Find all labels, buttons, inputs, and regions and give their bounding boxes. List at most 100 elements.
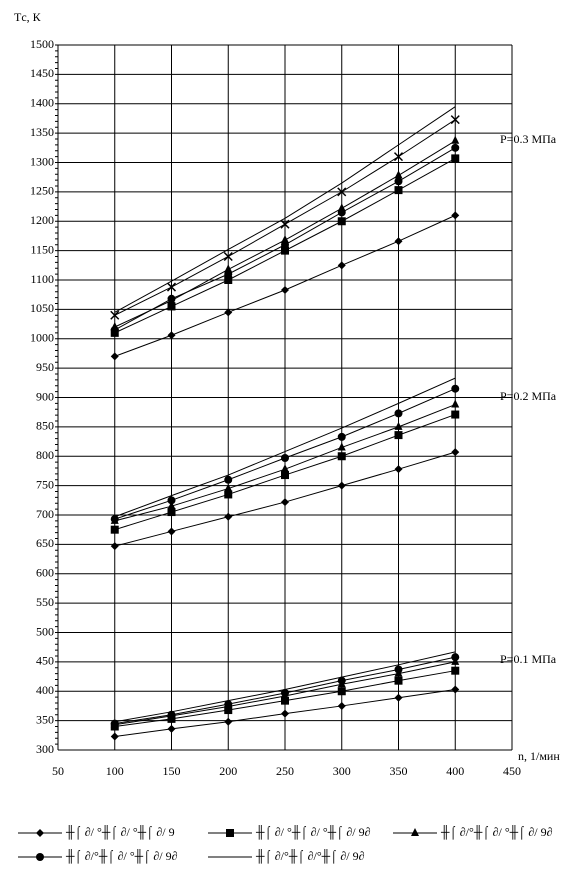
y-tick-label: 600	[36, 566, 54, 580]
marker	[337, 432, 346, 441]
x-axis-label: n, 1/мин	[518, 749, 560, 763]
x-tick-label: 200	[219, 764, 237, 778]
marker	[281, 285, 289, 294]
marker	[337, 701, 346, 710]
annotation: P=0.3 МПа	[500, 132, 557, 146]
marker	[337, 481, 346, 490]
marker	[281, 689, 289, 698]
legend-marker	[226, 829, 234, 837]
marker	[281, 246, 289, 255]
marker	[110, 515, 119, 524]
marker	[337, 452, 346, 461]
y-tick-label: 550	[36, 595, 54, 609]
marker	[394, 186, 403, 195]
x-tick-label: 50	[52, 764, 64, 778]
y-tick-label: 1050	[30, 301, 54, 315]
marker	[280, 219, 290, 229]
marker	[394, 237, 403, 246]
marker	[451, 666, 460, 675]
marker	[281, 696, 289, 705]
y-tick-label: 1100	[30, 272, 54, 286]
marker	[281, 471, 289, 480]
marker	[224, 276, 233, 284]
marker	[224, 308, 233, 317]
marker	[337, 187, 347, 197]
marker	[224, 717, 233, 726]
marker	[337, 261, 346, 270]
marker	[167, 302, 176, 311]
marker	[110, 310, 120, 320]
marker	[224, 512, 233, 521]
series-line	[114, 106, 456, 313]
marker	[224, 700, 233, 709]
marker	[451, 211, 460, 220]
marker	[394, 421, 403, 430]
y-tick-label: 500	[36, 624, 54, 638]
marker	[110, 542, 119, 551]
annotation: P=0.1 МПа	[500, 652, 557, 666]
marker	[167, 710, 176, 719]
y-tick-label: 350	[36, 712, 54, 726]
marker	[451, 685, 460, 694]
marker	[223, 251, 233, 262]
legend-label: ╫⌠ ∂/°╫⌠ ∂/ °╫⌠ ∂/ 9∂	[440, 825, 553, 840]
legend-label: ╫⌠ ∂/°╫⌠ ∂/ °╫⌠ ∂/ 9∂	[65, 849, 178, 864]
y-tick-label: 800	[36, 448, 54, 462]
marker	[281, 454, 289, 463]
marker	[281, 240, 289, 249]
y-tick-label: 1500	[30, 37, 54, 51]
y-tick-label: 900	[36, 389, 54, 403]
marker	[394, 693, 403, 702]
marker	[167, 501, 176, 510]
marker	[224, 270, 233, 279]
legend-label: ╫⌠ ∂/ °╫⌠ ∂/ °╫⌠ ∂/ 9	[65, 825, 175, 840]
y-tick-label: 400	[36, 683, 54, 697]
x-tick-label: 350	[390, 764, 408, 778]
marker	[166, 282, 177, 292]
x-tick-label: 300	[333, 764, 351, 778]
series-line	[114, 651, 456, 723]
marker	[451, 384, 460, 393]
marker	[394, 431, 403, 440]
marker	[110, 325, 119, 334]
marker	[110, 352, 119, 361]
marker	[337, 208, 346, 217]
marker	[167, 508, 176, 517]
y-tick-label: 450	[36, 654, 54, 668]
y-tick-label: 1300	[30, 154, 54, 168]
marker	[337, 217, 346, 226]
y-tick-label: 650	[36, 536, 54, 550]
marker	[110, 732, 119, 741]
y-tick-label: 1200	[30, 213, 54, 227]
x-tick-label: 400	[446, 764, 464, 778]
y-tick-label: 1150	[30, 242, 54, 256]
series-line	[114, 377, 456, 518]
legend-marker	[36, 829, 44, 837]
marker	[224, 264, 233, 273]
marker	[337, 687, 346, 696]
marker	[224, 706, 233, 715]
x-tick-label: 450	[503, 764, 521, 778]
legend-marker	[36, 853, 44, 861]
marker	[451, 410, 460, 419]
x-tick-label: 150	[163, 764, 181, 778]
marker	[281, 498, 289, 507]
marker	[394, 676, 403, 685]
legend-marker	[411, 828, 419, 836]
y-tick-label: 300	[36, 742, 54, 756]
marker	[281, 464, 289, 473]
marker	[224, 483, 233, 492]
marker	[451, 154, 460, 163]
marker	[281, 235, 289, 244]
marker	[167, 331, 176, 340]
marker	[394, 409, 403, 418]
y-tick-label: 850	[36, 419, 54, 433]
marker	[167, 527, 176, 536]
marker	[451, 448, 460, 457]
marker	[451, 399, 460, 408]
annotation: P=0.2 МПа	[500, 389, 557, 403]
marker	[451, 143, 460, 152]
y-tick-label: 1350	[30, 125, 54, 139]
y-tick-label: 1400	[30, 96, 54, 110]
